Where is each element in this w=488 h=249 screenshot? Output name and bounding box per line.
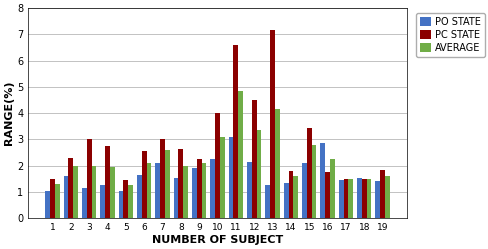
Bar xyxy=(215,113,220,218)
Bar xyxy=(343,179,347,218)
Bar xyxy=(274,109,279,218)
Bar xyxy=(73,166,78,218)
Bar xyxy=(164,150,169,218)
Bar xyxy=(201,163,206,218)
Bar xyxy=(320,143,325,218)
Y-axis label: RANGE(%): RANGE(%) xyxy=(4,81,14,145)
Bar xyxy=(210,159,215,218)
Bar xyxy=(256,130,261,218)
Bar xyxy=(178,149,183,218)
Bar xyxy=(155,163,160,218)
Bar xyxy=(196,159,201,218)
Bar xyxy=(366,179,371,218)
Bar xyxy=(192,168,196,218)
Bar xyxy=(123,180,128,218)
Bar xyxy=(91,166,96,218)
Bar xyxy=(137,175,142,218)
Bar xyxy=(119,191,123,218)
Bar xyxy=(265,185,269,218)
Bar xyxy=(86,139,91,218)
Bar xyxy=(375,182,380,218)
Bar xyxy=(146,163,151,218)
X-axis label: NUMBER OF SUBJECT: NUMBER OF SUBJECT xyxy=(152,235,283,245)
Bar xyxy=(380,170,384,218)
Bar xyxy=(338,180,343,218)
Bar xyxy=(68,158,73,218)
Bar xyxy=(347,179,352,218)
Legend: PO STATE, PC STATE, AVERAGE: PO STATE, PC STATE, AVERAGE xyxy=(415,13,484,57)
Bar xyxy=(228,137,233,218)
Bar xyxy=(105,146,110,218)
Bar xyxy=(63,176,68,218)
Bar xyxy=(238,91,243,218)
Bar xyxy=(55,184,60,218)
Bar xyxy=(173,178,178,218)
Bar xyxy=(329,159,334,218)
Bar xyxy=(160,139,164,218)
Bar xyxy=(128,185,133,218)
Bar xyxy=(311,145,316,218)
Bar xyxy=(251,100,256,218)
Bar xyxy=(233,45,238,218)
Bar xyxy=(384,176,389,218)
Bar xyxy=(356,178,361,218)
Bar xyxy=(246,162,251,218)
Bar xyxy=(220,137,224,218)
Bar xyxy=(142,151,146,218)
Bar xyxy=(302,163,306,218)
Bar xyxy=(45,191,50,218)
Bar xyxy=(50,179,55,218)
Bar xyxy=(82,188,86,218)
Bar xyxy=(306,128,311,218)
Bar xyxy=(283,183,288,218)
Bar xyxy=(183,166,187,218)
Bar xyxy=(110,167,114,218)
Bar xyxy=(293,176,297,218)
Bar xyxy=(288,171,293,218)
Bar xyxy=(325,172,329,218)
Bar xyxy=(361,179,366,218)
Bar xyxy=(100,185,105,218)
Bar xyxy=(269,30,274,218)
